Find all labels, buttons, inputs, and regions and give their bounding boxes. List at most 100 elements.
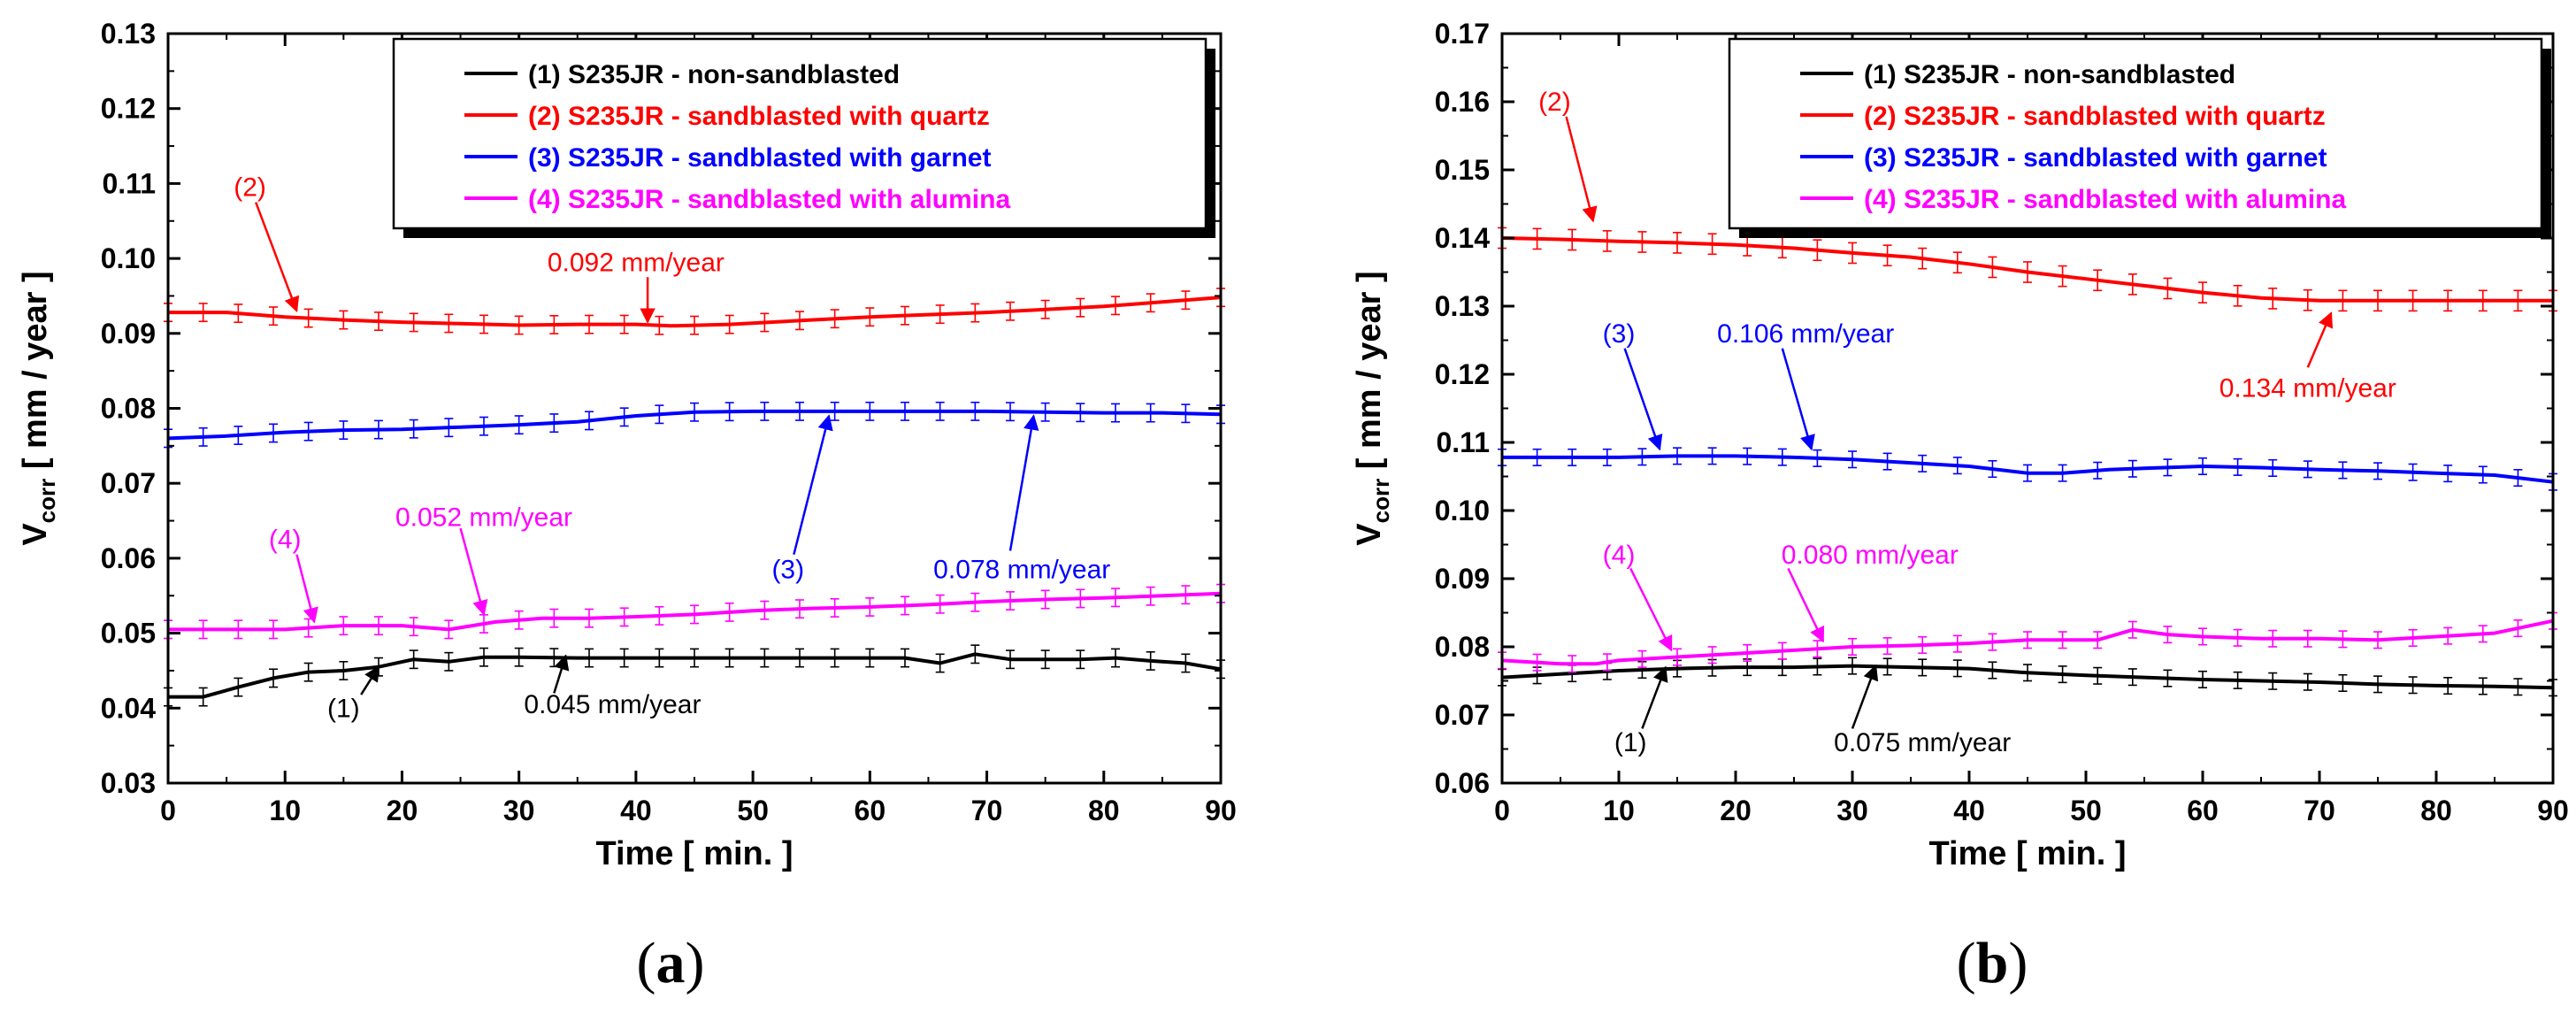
error-bar [479,314,488,334]
error-bar [198,303,208,323]
error-bar [374,419,383,440]
y-tick-label: 0.16 [1435,86,1490,118]
y-tick-label: 0.17 [1435,18,1490,50]
error-bar [2163,458,2173,477]
error-bar [1568,228,1577,251]
error-bar [2128,273,2137,296]
legend-label: (1) S235JR - non-sandblasted [528,60,900,89]
error-bar [2128,620,2137,639]
error-bar [1181,290,1191,311]
error-bar [2443,465,2453,483]
error-bar [444,418,454,438]
annotation: (4) [1603,541,1673,652]
error-bar [2268,458,2278,477]
error-bar [865,401,875,421]
legend-label: (1) S235JR - non-sandblasted [1864,60,2235,89]
error-bar [1743,643,1752,662]
x-axis: 0 10 20 30 40 50 60 70 80 90 Time [ min. ] [160,34,1237,872]
annotation-arrow [459,527,488,617]
annotation: 0.045 mm/year [524,654,701,719]
annotation: 0.106 mm/year [1717,319,1894,451]
x-tick-label: 90 [2537,795,2569,826]
error-bar [1952,251,1962,274]
annotation: 0.075 mm/year [1834,664,2011,757]
error-bar [1111,648,1120,668]
series-2 [164,288,1225,335]
error-bar [2268,629,2278,648]
error-bar [724,648,734,668]
y-tick-label: 0.05 [101,618,156,649]
error-bar [1602,230,1612,252]
error-bar [795,401,804,421]
y-tick-label: 0.10 [1435,495,1490,526]
error-bar [655,648,664,668]
error-bar [970,644,980,664]
error-bar [2408,289,2418,312]
y-tick-label: 0.11 [1436,426,1490,458]
annotation-label: (2) [1538,88,1571,117]
error-bar [1988,661,1997,680]
series-3 [164,401,1225,449]
error-bar [901,648,909,668]
panel-label-paren: ) [2008,931,2028,995]
error-bar [2058,265,2067,288]
error-bar [549,608,559,628]
error-bar [865,307,875,327]
error-bar [1952,659,1962,678]
legend: (1) S235JR - non-sandblasted (2) S235JR -… [392,37,1215,238]
annotation-arrow [1565,116,1598,223]
error-bar [2373,675,2382,694]
panel-label-paren: ( [1957,931,1976,995]
error-bar [1813,657,1822,676]
series-line-3 [1502,454,2554,484]
error-bar [2338,630,2348,649]
error-bar [374,311,383,332]
error-bar [1181,653,1191,673]
error-bar [1707,233,1717,256]
y-tick-label: 0.12 [1435,358,1490,390]
error-bar [619,314,629,334]
y-tick-label: 0.11 [102,167,156,199]
y-axis: 0.03 0.04 0.05 0.06 0.07 0.08 0.09 0.10 0.11 0.12… [17,18,1221,799]
annotation: (2) [1538,88,1598,223]
legend-item-2: (2) S235JR - sandblasted with quartz [1800,102,2326,131]
error-bar [234,619,243,640]
annotation-label: 0.052 mm/year [395,503,572,532]
annotation-arrow [553,654,570,694]
y-tick-label: 0.13 [101,18,156,50]
error-bar [2233,628,2242,647]
annotation-arrow [2306,311,2334,368]
error-bar [1777,448,1787,466]
x-tick-label: 30 [1836,795,1868,826]
y-tick-label: 0.14 [1435,222,1490,254]
x-tick-label: 20 [1720,795,1752,826]
error-bar [1848,657,1857,675]
error-bar [409,312,418,333]
error-bar [1076,403,1085,423]
error-bar [724,402,734,422]
error-bar [830,598,840,618]
error-bar [269,668,278,688]
annotation: 0.134 mm/year [2220,311,2396,403]
error-bar [901,305,909,326]
error-bar [1040,589,1050,610]
annotation-arrow [793,414,833,555]
annotation-label: (4) [1603,541,1636,570]
error-bar [2128,459,2137,478]
error-bar [2023,631,2032,649]
error-bar [2513,289,2523,312]
error-bar [1707,447,1717,465]
annotation-label: 0.134 mm/year [2220,373,2396,403]
error-bar [1848,242,1857,265]
annotation-label: 0.106 mm/year [1717,319,1894,349]
error-bar [935,653,945,673]
annotation-arrow [1787,567,1825,643]
error-bar [339,310,349,330]
y-tick-label: 0.06 [1435,767,1490,799]
y-tick-label: 0.09 [1435,563,1490,595]
legend-item-4: (4) S235JR - sandblasted with alumina [1800,185,2346,214]
y-tick-label: 0.06 [101,542,156,574]
error-bar [1637,231,1647,253]
error-bar [2443,289,2453,312]
